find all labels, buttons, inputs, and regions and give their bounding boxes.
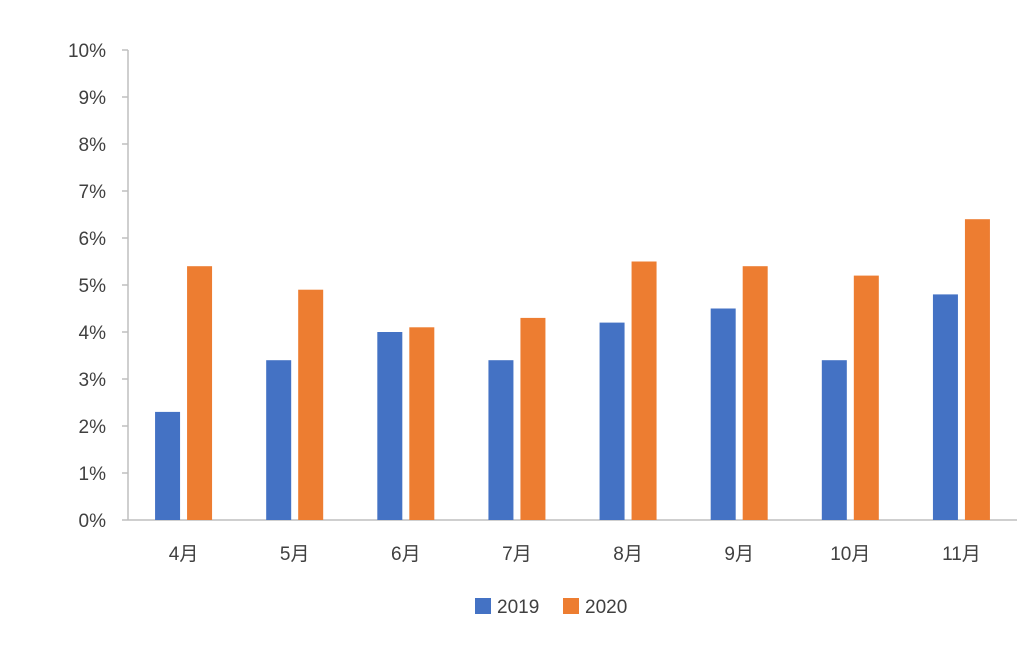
bar-2019-3 <box>488 360 514 520</box>
x-category-label: 4月 <box>169 544 199 565</box>
bar-2019-1 <box>266 360 292 520</box>
y-tick-label: 9% <box>79 88 107 109</box>
y-tick-label: 10% <box>68 41 106 62</box>
y-tick-label: 5% <box>79 276 107 297</box>
x-category-label: 7月 <box>502 544 532 565</box>
x-category-label: 10月 <box>830 544 870 565</box>
bar-2019-4 <box>599 322 625 520</box>
x-category-label: 11月 <box>942 544 981 565</box>
legend: 2019 2020 <box>475 597 627 618</box>
bar-2020-7 <box>964 219 990 520</box>
y-tick-label: 3% <box>79 370 107 391</box>
legend-label-2019: 2019 <box>497 597 539 618</box>
bar-2019-7 <box>932 294 958 520</box>
y-tick-label: 2% <box>79 417 107 438</box>
bar-2019-2 <box>377 332 403 520</box>
x-category-label: 9月 <box>724 544 754 565</box>
y-tick-label: 6% <box>79 229 107 250</box>
x-axis: 4月 5月 6月 7月 8月 9月 10月 11月 <box>128 519 1017 565</box>
y-tick-label: 1% <box>79 464 107 485</box>
bar-2020-2 <box>409 327 435 520</box>
bar-2020-3 <box>520 317 546 520</box>
bar-2019-0 <box>155 411 181 520</box>
bar-2020-6 <box>853 275 879 520</box>
bar-2020-4 <box>631 261 657 520</box>
y-tick-label: 8% <box>79 135 107 156</box>
bar-2019-6 <box>821 360 847 520</box>
legend-swatch-2020 <box>563 598 579 614</box>
bar-2020-5 <box>742 266 768 520</box>
y-axis: 0% 1% 2% 3% 4% 5% 6% 7% 8% 9% 10% <box>68 41 129 532</box>
y-tick-label: 0% <box>79 511 107 532</box>
x-category-label: 6月 <box>391 544 421 565</box>
bar-2019-5 <box>710 308 736 520</box>
legend-swatch-2019 <box>475 598 491 614</box>
y-tick-label: 4% <box>79 323 107 344</box>
y-tick-label: 7% <box>79 182 107 203</box>
x-category-label: 5月 <box>280 544 310 565</box>
x-category-label: 8月 <box>613 544 643 565</box>
bars-group <box>155 219 990 520</box>
bar-2020-1 <box>298 289 324 520</box>
legend-label-2020: 2020 <box>585 597 627 618</box>
bar-2020-0 <box>187 266 213 520</box>
